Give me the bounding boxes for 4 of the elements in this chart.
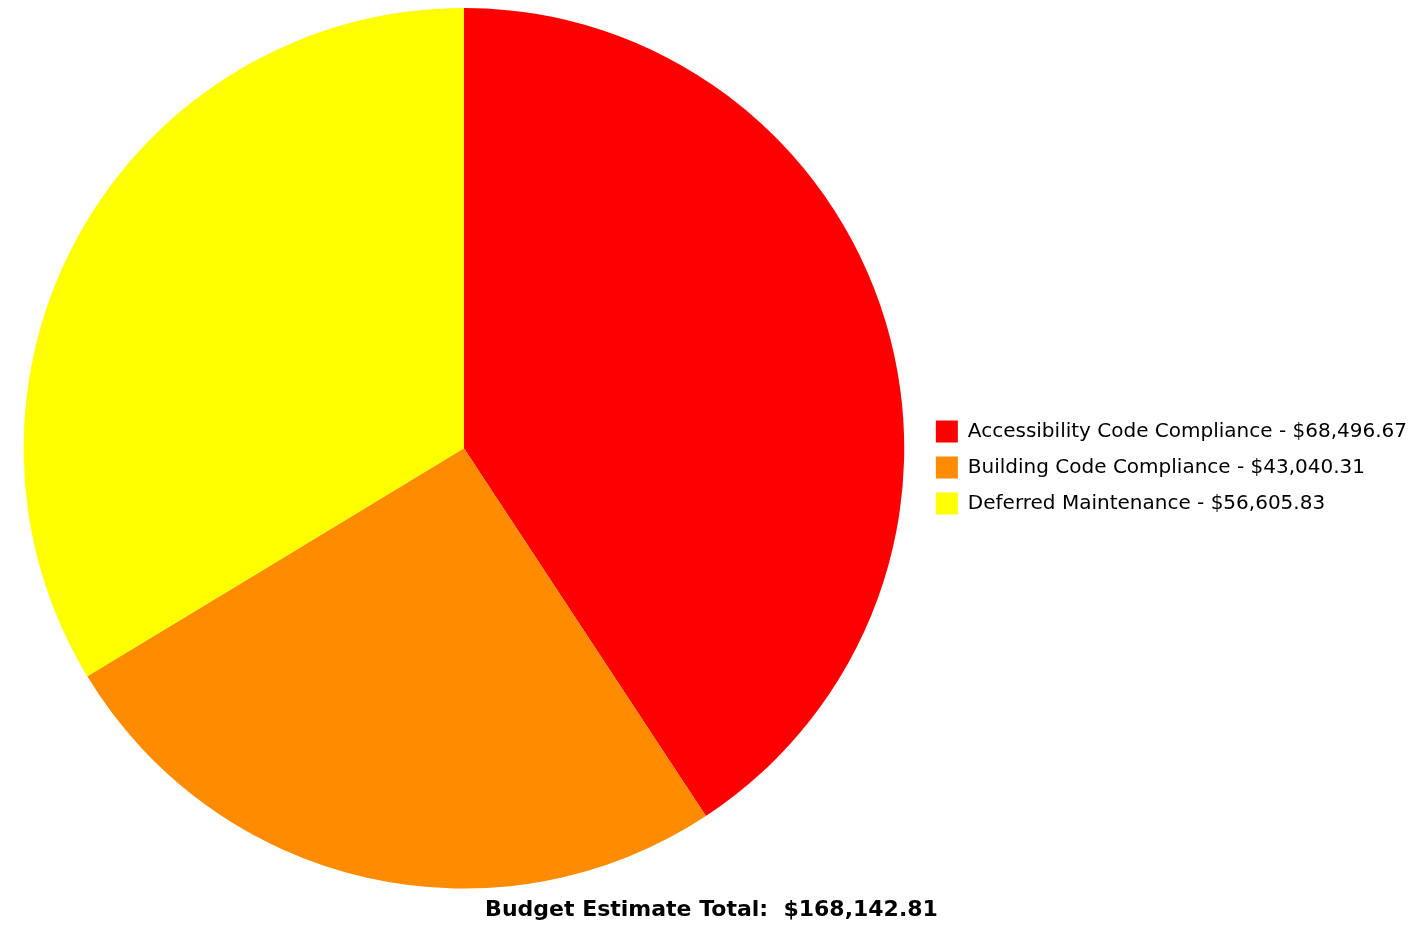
text: Budget Estimate Total: $168,142.81 — [485, 895, 938, 921]
legend-label: Accessibility Code Compliance - $68,496.67 — [967, 417, 1408, 442]
legend-label: Deferred Maintenance - $56,605.83 — [967, 489, 1326, 514]
legend-label: Building Code Compliance - $43,040.31 — [967, 453, 1366, 478]
